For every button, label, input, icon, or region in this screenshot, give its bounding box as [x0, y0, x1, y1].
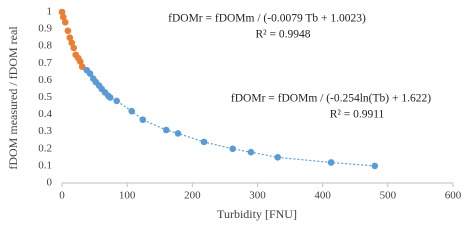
point	[229, 145, 237, 153]
point	[200, 138, 208, 146]
y-tick-label: 0.7	[38, 57, 52, 69]
y-tick-label: 0.6	[38, 74, 52, 86]
x-tick-label: 0	[59, 190, 65, 202]
point	[106, 94, 114, 101]
x-axis-title: Turbidity [FNU]	[217, 207, 297, 221]
y-tick-label: 0.2	[38, 142, 52, 154]
annotation: R² = 0.9948	[256, 29, 311, 41]
point	[113, 97, 121, 105]
point	[68, 39, 76, 47]
x-tick-label: 600	[445, 190, 462, 202]
x-tick-label: 300	[249, 190, 266, 202]
point	[58, 8, 66, 16]
point	[76, 58, 84, 65]
y-tick-label: 1	[47, 6, 53, 18]
point	[128, 107, 136, 115]
x-tick-label: 200	[184, 190, 201, 202]
x-tick-label: 100	[119, 190, 136, 202]
x-tick-label: 500	[380, 190, 397, 202]
point	[60, 13, 67, 21]
point	[66, 34, 74, 41]
point	[61, 18, 69, 26]
point	[64, 27, 72, 35]
point	[70, 44, 78, 52]
annotation: fDOMr = fDOMm / (-0.0079 Tb + 1.0023)	[168, 13, 366, 25]
y-tick-label: 0.8	[38, 40, 52, 52]
point	[274, 154, 282, 161]
y-axis-title: fDOM measured / fDOM real	[6, 26, 20, 170]
y-tick-label: 0.5	[38, 91, 52, 103]
y-tick-label: 0.9	[38, 23, 52, 35]
annotation: fDOMr = fDOMm / (-0.254ln(Tb) + 1.622)	[231, 93, 431, 105]
annotation: R² = 0.9911	[330, 109, 385, 121]
y-tick-label: 0.3	[38, 125, 52, 137]
y-tick-label: 0	[47, 177, 53, 189]
point	[162, 126, 170, 134]
point	[247, 148, 255, 156]
point	[327, 159, 335, 166]
y-tick-label: 0.1	[38, 159, 52, 171]
point	[86, 70, 94, 77]
x-tick-label: 400	[314, 190, 331, 202]
point	[139, 116, 147, 124]
point	[174, 130, 182, 137]
point	[78, 63, 86, 71]
point	[371, 162, 379, 170]
chart: Turbidity [FNU] fDOM measured / fDOM rea…	[6, 6, 462, 221]
y-tick-label: 0.4	[38, 108, 52, 120]
